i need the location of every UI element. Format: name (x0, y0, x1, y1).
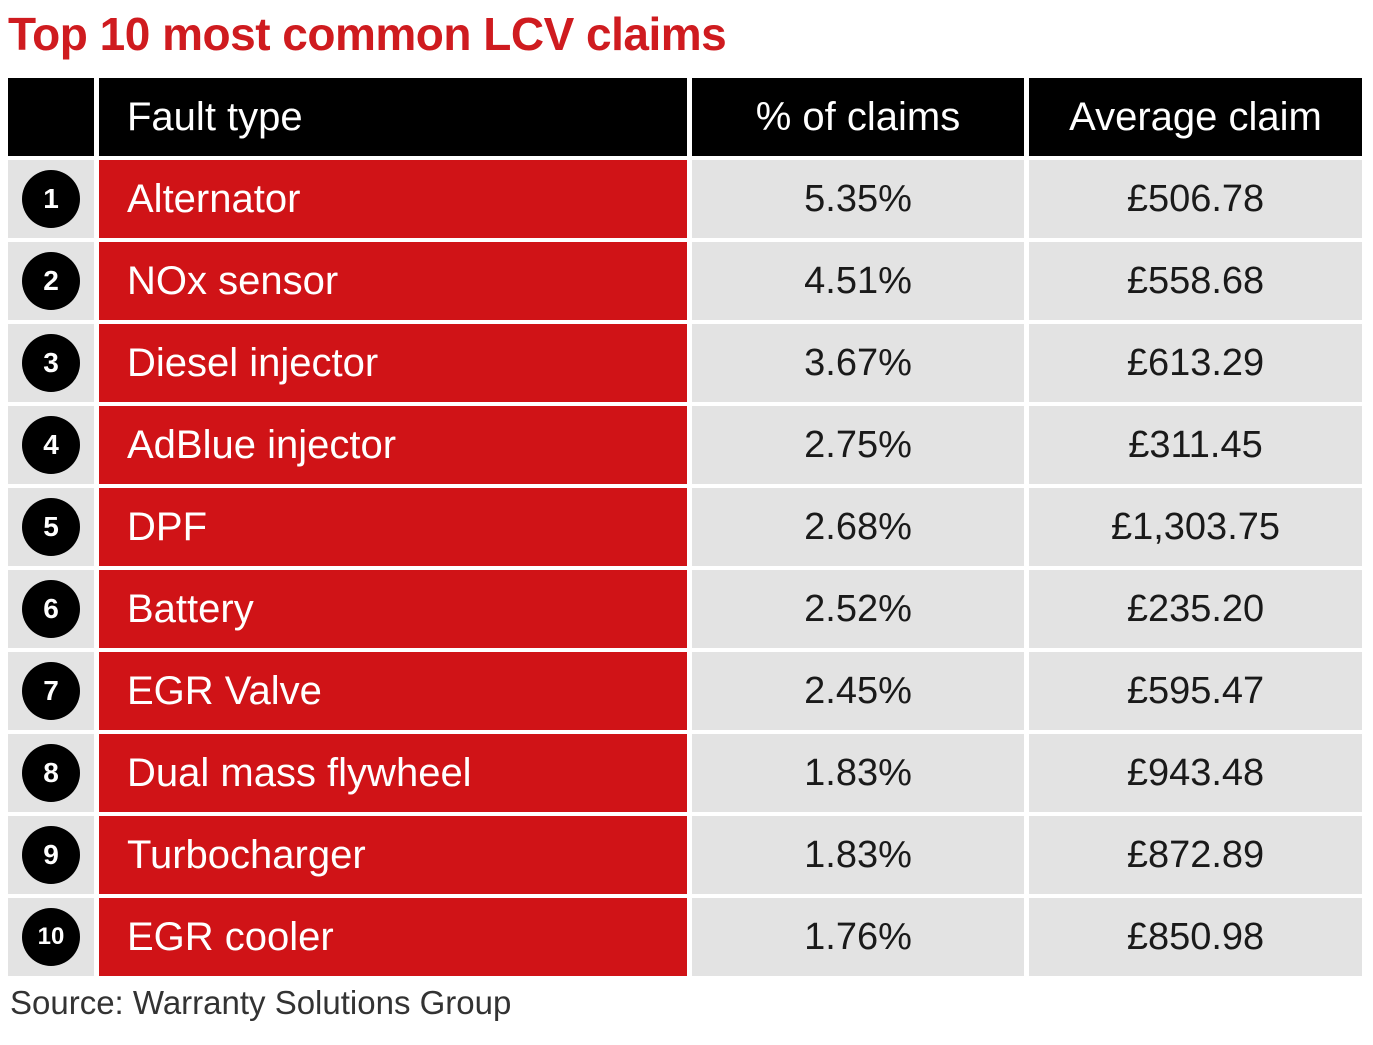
rank-cell: 9 (8, 816, 94, 894)
table-row: 7 EGR Valve 2.45% £595.47 (8, 652, 1363, 730)
table-row: 8 Dual mass flywheel 1.83% £943.48 (8, 734, 1363, 812)
header-rank-cell (8, 78, 94, 156)
rank-badge: 7 (22, 662, 80, 720)
fault-type-cell: EGR Valve (99, 652, 687, 730)
table-row: 2 NOx sensor 4.51% £558.68 (8, 242, 1363, 320)
rank-badge: 1 (22, 170, 80, 228)
rank-cell: 1 (8, 160, 94, 238)
percent-of-claims-cell: 1.76% (692, 898, 1024, 976)
percent-of-claims-cell: 2.52% (692, 570, 1024, 648)
average-claim-cell: £595.47 (1029, 652, 1362, 730)
source-note: Source: Warranty Solutions Group (10, 984, 512, 1021)
fault-type-cell: AdBlue injector (99, 406, 687, 484)
fault-type-cell: Dual mass flywheel (99, 734, 687, 812)
table-row: 1 Alternator 5.35% £506.78 (8, 160, 1363, 238)
average-claim-cell: £311.45 (1029, 406, 1362, 484)
rank-badge: 9 (22, 826, 80, 884)
fault-type-cell: Battery (99, 570, 687, 648)
rank-badge: 3 (22, 334, 80, 392)
table-header-row: Fault type % of claims Average claim (8, 78, 1363, 156)
table-row: 10 EGR cooler 1.76% £850.98 (8, 898, 1363, 976)
rank-cell: 4 (8, 406, 94, 484)
rank-badge: 4 (22, 416, 80, 474)
table-row: 6 Battery 2.52% £235.20 (8, 570, 1363, 648)
average-claim-cell: £613.29 (1029, 324, 1362, 402)
claims-table: Fault type % of claims Average claim 1 Al… (8, 78, 1363, 980)
table-row: 9 Turbocharger 1.83% £872.89 (8, 816, 1363, 894)
rank-cell: 7 (8, 652, 94, 730)
average-claim-cell: £1,303.75 (1029, 488, 1362, 566)
rank-cell: 6 (8, 570, 94, 648)
average-claim-cell: £872.89 (1029, 816, 1362, 894)
average-claim-cell: £850.98 (1029, 898, 1362, 976)
rank-cell: 3 (8, 324, 94, 402)
rank-cell: 10 (8, 898, 94, 976)
average-claim-cell: £558.68 (1029, 242, 1362, 320)
percent-of-claims-cell: 2.45% (692, 652, 1024, 730)
rank-badge: 5 (22, 498, 80, 556)
percent-of-claims-cell: 3.67% (692, 324, 1024, 402)
rank-badge: 2 (22, 252, 80, 310)
fault-type-cell: NOx sensor (99, 242, 687, 320)
rank-badge: 6 (22, 580, 80, 638)
average-claim-cell: £235.20 (1029, 570, 1362, 648)
fault-type-cell: Alternator (99, 160, 687, 238)
header-average-claim: Average claim (1029, 78, 1362, 156)
fault-type-cell: EGR cooler (99, 898, 687, 976)
percent-of-claims-cell: 5.35% (692, 160, 1024, 238)
fault-type-cell: Turbocharger (99, 816, 687, 894)
rank-cell: 5 (8, 488, 94, 566)
header-fault-type: Fault type (99, 78, 687, 156)
average-claim-cell: £943.48 (1029, 734, 1362, 812)
average-claim-cell: £506.78 (1029, 160, 1362, 238)
rank-cell: 2 (8, 242, 94, 320)
fault-type-cell: DPF (99, 488, 687, 566)
table-row: 3 Diesel injector 3.67% £613.29 (8, 324, 1363, 402)
percent-of-claims-cell: 2.68% (692, 488, 1024, 566)
table-body: 1 Alternator 5.35% £506.78 2 NOx sensor 4.51% £… (8, 160, 1363, 976)
page-title: Top 10 most common LCV claims (8, 8, 727, 60)
rank-badge: 10 (22, 908, 80, 966)
percent-of-claims-cell: 4.51% (692, 242, 1024, 320)
rank-badge: 8 (22, 744, 80, 802)
table-row: 4 AdBlue injector 2.75% £311.45 (8, 406, 1363, 484)
percent-of-claims-cell: 1.83% (692, 816, 1024, 894)
rank-cell: 8 (8, 734, 94, 812)
table-row: 5 DPF 2.68% £1,303.75 (8, 488, 1363, 566)
fault-type-cell: Diesel injector (99, 324, 687, 402)
percent-of-claims-cell: 1.83% (692, 734, 1024, 812)
percent-of-claims-cell: 2.75% (692, 406, 1024, 484)
header-percent-of-claims: % of claims (692, 78, 1024, 156)
